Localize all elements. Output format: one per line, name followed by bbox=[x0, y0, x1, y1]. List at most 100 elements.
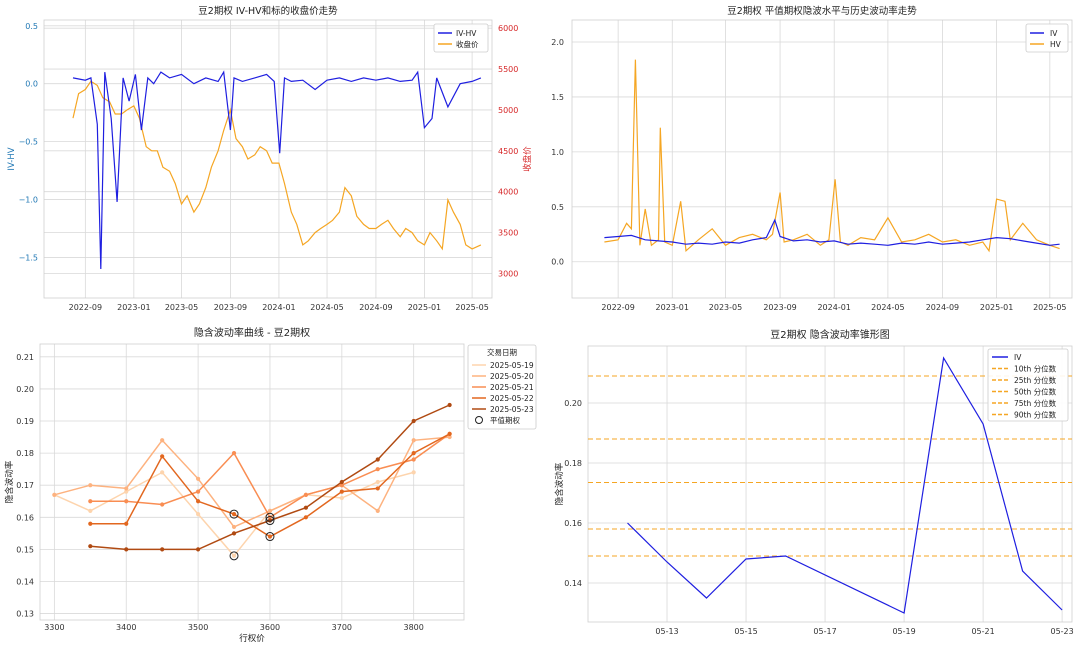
legend-entry: 2025-05-23 bbox=[490, 405, 534, 414]
legend-title: 交易日期 bbox=[487, 347, 517, 357]
data-point bbox=[339, 495, 344, 501]
x-tick-label: 05-19 bbox=[892, 627, 915, 636]
data-point bbox=[231, 531, 237, 536]
data-point bbox=[88, 508, 93, 513]
y-tick-label: 0.16 bbox=[16, 513, 34, 522]
x-tick-label: 05-17 bbox=[813, 627, 836, 636]
plot-frame bbox=[43, 19, 493, 299]
iv-hv-level-chart: 2022-09 2023-01 2023-05 2023-09 2024-01 2024-… bbox=[551, 5, 1073, 312]
data-point bbox=[88, 521, 93, 526]
legend-entry: 收盘价 bbox=[456, 39, 479, 49]
x-tick-label: 3500 bbox=[188, 623, 208, 632]
x-tick-label: 05-23 bbox=[1050, 627, 1073, 636]
data-point bbox=[160, 454, 165, 459]
data-point bbox=[88, 544, 93, 549]
series-line-iv bbox=[604, 218, 1060, 246]
y-left-axis-label: IV-HV bbox=[7, 147, 17, 170]
atm-marker bbox=[229, 509, 239, 519]
y-axis-label: 隐含波动率 bbox=[4, 460, 15, 503]
y-right-tick-label: 3500 bbox=[498, 229, 518, 238]
legend-box bbox=[467, 344, 537, 430]
legend-entry: HV bbox=[1050, 40, 1062, 49]
legend-entry: 2025-05-20 bbox=[490, 372, 534, 381]
data-point bbox=[196, 547, 201, 552]
data-point bbox=[303, 492, 308, 497]
y-tick-label: 0.17 bbox=[16, 481, 34, 490]
y-tick-label: 0.15 bbox=[16, 545, 34, 554]
y-tick-label: 2.0 bbox=[551, 38, 564, 47]
iv-cone-chart: 05-13 05-15 05-17 05-19 05-21 05-23 0.20 0.18 0.… bbox=[554, 328, 1074, 636]
data-point bbox=[303, 505, 308, 510]
y-right-axis-label: 收盘价 bbox=[522, 146, 533, 172]
x-tick-label: 2023-05 bbox=[709, 303, 742, 312]
x-tick-label: 2025-05 bbox=[455, 303, 488, 312]
x-tick-label: 2023-09 bbox=[214, 303, 247, 312]
legend-entry: 25th 分位数 bbox=[1014, 375, 1057, 385]
data-point bbox=[411, 470, 416, 475]
data-point bbox=[375, 467, 380, 472]
legend-entry: 2025-05-19 bbox=[490, 361, 534, 370]
data-point bbox=[231, 511, 237, 517]
data-point bbox=[196, 476, 201, 481]
y-tick-label: 0.5 bbox=[551, 203, 564, 212]
data-point bbox=[196, 511, 201, 517]
x-tick-label: 2023-05 bbox=[165, 303, 198, 312]
data-point bbox=[231, 451, 237, 456]
y-right-tick-label: 6000 bbox=[498, 24, 518, 33]
y-tick-label: 0.14 bbox=[16, 577, 34, 586]
chart-title: 豆2期权 隐含波动率锥形图 bbox=[770, 328, 890, 341]
data-point bbox=[124, 489, 129, 494]
data-point bbox=[196, 499, 201, 504]
x-tick-label: 2024-09 bbox=[359, 303, 392, 312]
data-point bbox=[339, 479, 344, 485]
x-tick-label: 2022-09 bbox=[601, 303, 634, 312]
x-tick-label: 05-15 bbox=[734, 627, 757, 636]
y-left-tick-label: 0.5 bbox=[25, 22, 38, 31]
y-right-tick-label: 5500 bbox=[498, 65, 518, 74]
data-point bbox=[124, 486, 129, 491]
atm-marker bbox=[265, 512, 275, 522]
atm-marker bbox=[265, 532, 275, 542]
data-point bbox=[52, 492, 57, 497]
legend-entry: IV bbox=[1014, 353, 1022, 362]
data-point bbox=[339, 489, 344, 494]
y-tick-label: 0.19 bbox=[16, 417, 34, 426]
x-tick-label: 2023-01 bbox=[117, 303, 150, 312]
chart-title: 豆2期权 IV-HV和标的收盘价走势 bbox=[198, 5, 338, 17]
y-tick-label: 0.16 bbox=[564, 519, 582, 528]
data-point bbox=[160, 470, 165, 475]
data-point bbox=[411, 451, 416, 456]
x-tick-label: 2024-05 bbox=[871, 303, 904, 312]
data-point bbox=[303, 515, 308, 520]
legend-entry: IV-HV bbox=[456, 29, 477, 38]
data-point bbox=[231, 553, 237, 558]
x-tick-label: 3700 bbox=[332, 623, 352, 632]
y-left-tick-label: −1.0 bbox=[19, 196, 38, 205]
data-point bbox=[411, 418, 416, 424]
y-right-tick-label: 4000 bbox=[498, 188, 518, 197]
data-point bbox=[88, 499, 93, 504]
legend-box bbox=[433, 23, 489, 53]
y-tick-label: 0.13 bbox=[16, 610, 34, 619]
y-tick-label: 0.18 bbox=[564, 459, 582, 468]
y-tick-label: 0.14 bbox=[564, 579, 582, 588]
y-left-tick-label: 0.0 bbox=[25, 80, 38, 89]
y-tick-label: 0.0 bbox=[551, 258, 564, 267]
data-point bbox=[375, 486, 380, 491]
y-tick-label: 0.20 bbox=[564, 399, 582, 408]
data-point bbox=[124, 547, 129, 552]
x-tick-label: 2023-09 bbox=[763, 303, 796, 312]
chart-title: 隐含波动率曲线 - 豆2期权 bbox=[194, 326, 310, 339]
plot-frame bbox=[587, 345, 1073, 623]
x-tick-label: 2024-01 bbox=[817, 303, 850, 312]
legend-marker bbox=[475, 416, 483, 424]
data-point bbox=[411, 438, 416, 443]
data-point bbox=[339, 483, 344, 488]
series-line-2025-05-20 bbox=[54, 436, 450, 528]
x-tick-label: 2025-05 bbox=[1033, 303, 1066, 312]
data-point bbox=[231, 524, 237, 530]
legend-entry: IV bbox=[1050, 29, 1058, 38]
legend-entry: 75th 分位数 bbox=[1014, 398, 1057, 408]
y-tick-label: 1.0 bbox=[551, 148, 564, 157]
data-point bbox=[124, 499, 129, 504]
